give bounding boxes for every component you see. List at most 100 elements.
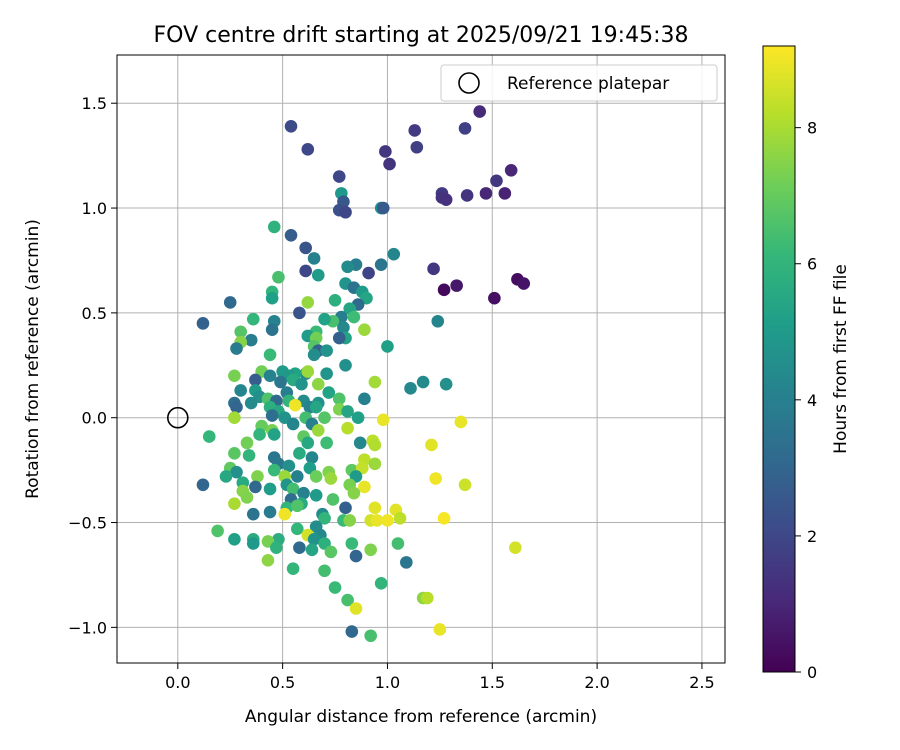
data-point [368, 438, 382, 452]
data-point [291, 499, 304, 513]
colorbar-tick-label: 2 [807, 527, 817, 546]
data-point [318, 411, 331, 425]
data-point [301, 365, 315, 378]
data-point [240, 491, 254, 504]
x-axis-ticks: 0.0 0.5 1.0 1.5 2.0 2.5 [165, 663, 715, 692]
data-point [228, 411, 241, 425]
data-point [351, 411, 365, 425]
data-point [228, 447, 241, 460]
data-point [328, 293, 342, 307]
data-point [318, 564, 331, 578]
data-point [263, 482, 277, 496]
data-point [358, 323, 371, 336]
data-point [299, 241, 312, 255]
data-point [370, 514, 384, 527]
data-point [309, 488, 323, 502]
colorbar-gradient [762, 45, 796, 673]
data-point [391, 537, 405, 550]
data-point [387, 247, 401, 261]
legend: Reference platepar [440, 64, 718, 102]
data-point [458, 122, 472, 135]
data-point [345, 625, 359, 638]
data-point [223, 296, 237, 309]
data-point [364, 629, 377, 643]
data-point [509, 541, 522, 554]
data-point [265, 291, 279, 305]
y-tick-label: −0.5 [68, 514, 107, 533]
data-point [293, 447, 306, 460]
colorbar-ticks: 0 2 4 6 8 [795, 119, 817, 682]
data-point [376, 201, 390, 215]
data-point [479, 187, 493, 200]
data-point [307, 252, 321, 265]
data-point [358, 480, 371, 494]
data-point [349, 602, 363, 615]
data-point [324, 545, 338, 559]
data-point [318, 512, 331, 525]
data-point [234, 325, 247, 339]
x-tick-label: 2.0 [584, 673, 609, 692]
colorbar: 0 2 4 6 8 Hours from first FF file [762, 45, 851, 682]
data-point [416, 375, 430, 389]
data-point [473, 105, 487, 118]
data-point [272, 270, 285, 284]
plot-area-frame [116, 54, 726, 664]
data-point [246, 537, 260, 550]
data-point [253, 428, 266, 441]
data-point [339, 358, 352, 372]
data-point [307, 348, 321, 362]
colorbar-tick-label: 6 [807, 255, 817, 274]
data-point [244, 396, 258, 410]
data-point [286, 482, 300, 496]
data-point [341, 260, 354, 274]
colorbar-tick-label: 0 [807, 663, 817, 682]
data-point [284, 119, 298, 133]
data-point [381, 340, 394, 353]
data-point [286, 562, 300, 575]
data-point [249, 480, 262, 494]
data-point [353, 436, 367, 450]
data-point [450, 279, 463, 292]
data-point [228, 497, 241, 510]
data-point [291, 522, 304, 536]
data-point [458, 478, 472, 492]
data-point [211, 524, 224, 538]
data-point [267, 220, 281, 234]
data-point [299, 264, 312, 278]
data-point [246, 312, 260, 326]
data-point [339, 501, 352, 515]
data-point [261, 553, 275, 567]
data-point [517, 277, 531, 290]
data-point [311, 423, 325, 437]
data-point [297, 486, 310, 500]
data-point [345, 537, 359, 550]
x-tick-label: 1.5 [480, 673, 505, 692]
colorbar-label: Hours from first FF file [831, 264, 851, 454]
data-point [431, 314, 445, 328]
y-axis-label: Rotation from reference (arcmin) [23, 219, 43, 499]
data-point [320, 436, 333, 450]
y-tick-label: 0.5 [82, 304, 107, 323]
data-point [368, 375, 382, 389]
data-point [439, 377, 453, 391]
data-point [309, 400, 323, 414]
data-point [301, 436, 315, 450]
data-point [293, 306, 306, 320]
data-point [504, 164, 518, 177]
data-point [429, 472, 442, 485]
data-point [251, 470, 264, 483]
data-point [265, 323, 279, 336]
data-point [234, 384, 247, 397]
data-point [265, 409, 279, 422]
data-point [332, 392, 346, 406]
data-point [311, 377, 325, 391]
data-point [301, 296, 315, 309]
data-point [295, 377, 308, 391]
data-point [202, 430, 216, 443]
y-tick-label: 1.0 [82, 199, 107, 218]
data-point [288, 398, 302, 412]
data-point [341, 593, 354, 607]
data-point [219, 470, 233, 483]
data-point [328, 581, 342, 594]
data-point [246, 507, 260, 521]
